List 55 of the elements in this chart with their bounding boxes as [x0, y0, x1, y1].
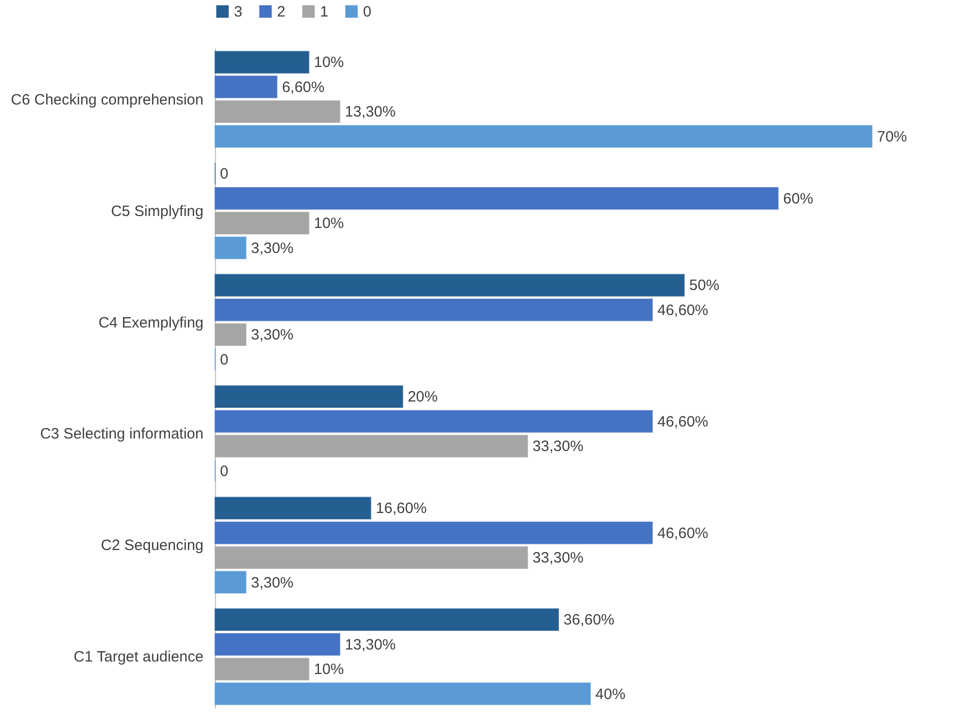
legend-label: 3	[234, 4, 242, 21]
data-label: 16,60%	[376, 500, 427, 518]
bar	[214, 298, 653, 322]
bar	[214, 236, 246, 260]
bar	[214, 496, 372, 520]
data-label: 13,30%	[344, 636, 396, 654]
bar	[214, 385, 404, 408]
bar	[214, 522, 653, 544]
bar	[214, 50, 310, 74]
data-label: 40%	[595, 686, 626, 703]
bar	[214, 124, 872, 148]
data-label: 33,30%	[532, 550, 584, 567]
legend-label: 1	[320, 4, 328, 21]
bar	[214, 682, 591, 706]
y-tick-label: C6 Checking comprehension	[10, 91, 204, 108]
bar	[214, 632, 340, 656]
bar	[214, 546, 528, 569]
data-label: 36,60%	[564, 612, 614, 629]
bar	[214, 658, 310, 680]
data-label: 0	[220, 166, 228, 183]
data-label: 3,30%	[250, 326, 294, 344]
legend-label: 0	[363, 4, 372, 21]
bar	[214, 100, 340, 124]
data-label: 0	[220, 351, 228, 368]
data-label: 70%	[877, 128, 908, 146]
bar	[214, 410, 653, 433]
data-label: 13,30%	[344, 104, 396, 121]
data-label: 46,60%	[657, 302, 708, 319]
data-label: 3,30%	[250, 574, 294, 592]
data-label: 60%	[783, 190, 814, 208]
data-label: 46,60%	[657, 413, 708, 430]
y-tick-label: C1 Target audience	[74, 648, 204, 666]
y-tick-label: C3 Selecting information	[40, 426, 204, 443]
y-tick-label: C4 Exemplyfing	[98, 314, 204, 332]
data-label: 10%	[314, 215, 344, 232]
legend-label: 2	[277, 4, 286, 21]
bar	[214, 76, 278, 98]
bar	[214, 570, 246, 594]
bar	[214, 608, 560, 632]
data-label: 6,60%	[282, 78, 324, 96]
bar	[214, 434, 528, 458]
bar	[214, 212, 310, 234]
y-tick-label: C5 Simplyfing	[110, 202, 204, 220]
y-tick-label: C2 Sequencing	[100, 537, 204, 554]
data-label: 33,30%	[532, 438, 584, 456]
bar	[214, 274, 685, 297]
data-label: 50%	[689, 277, 720, 294]
data-label: 0	[220, 462, 228, 480]
data-label: 10%	[314, 661, 344, 678]
data-label: 20%	[408, 388, 438, 406]
bar	[214, 187, 779, 210]
data-label: 3,30%	[250, 240, 294, 257]
data-label: 46,60%	[657, 524, 708, 542]
data-label: 10%	[314, 54, 344, 72]
bar	[214, 323, 246, 346]
